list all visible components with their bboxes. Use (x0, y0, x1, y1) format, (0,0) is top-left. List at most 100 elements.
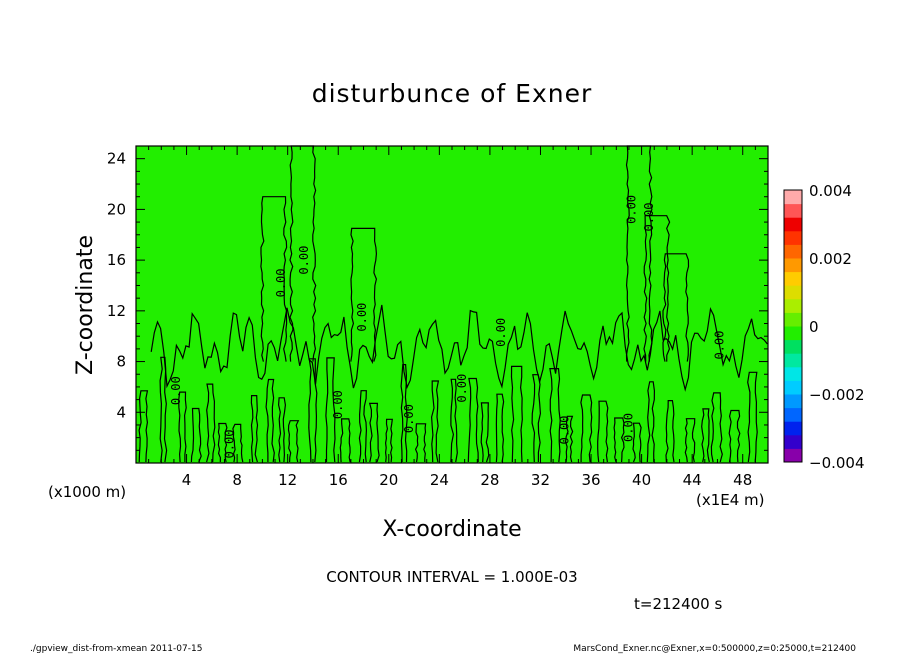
x-tick-label: 48 (733, 471, 752, 489)
contour-label: 0.00 (355, 303, 369, 332)
contour-label: 0.00 (624, 195, 638, 224)
contour-line (159, 356, 168, 463)
colorbar-band (784, 285, 802, 300)
contour-line (646, 381, 656, 463)
contour-interval-note: CONTOUR INTERVAL = 1.000E-03 (326, 568, 577, 586)
colorbar-tick-label: 0.002 (809, 250, 852, 268)
contour-label: 0.00 (331, 390, 345, 419)
colorbar-tick-label: −0.004 (809, 454, 865, 472)
contour-label: 0.00 (402, 404, 416, 433)
contour-line (701, 408, 710, 463)
colorbar-band (784, 394, 802, 409)
colorbar-tick-label: 0 (809, 318, 819, 336)
contour-label: 0.00 (222, 430, 236, 459)
colorbar-band (784, 380, 802, 395)
contour-line (308, 358, 318, 463)
contour-line (287, 420, 300, 463)
x-tick-label: 44 (683, 471, 702, 489)
colorbar-band (784, 407, 802, 422)
contour-line (384, 418, 393, 463)
y-tick-label: 8 (116, 353, 126, 371)
footer-left: ./gpview_dist-from-xmean 2011-07-15 (30, 644, 202, 654)
colorbar-ticks: 0.004 0.002 0 −0.002 −0.004 (809, 182, 865, 472)
contour-line (510, 365, 523, 463)
x-tick-label: 24 (430, 471, 449, 489)
contour-line (232, 423, 244, 463)
contour-line (190, 407, 202, 463)
colorbar-band (784, 434, 802, 449)
x-units-left: (x1000 m) (48, 483, 126, 501)
contour-label: 0.00 (557, 416, 571, 445)
contour-line (414, 423, 427, 463)
x-axis-label: X-coordinate (382, 517, 521, 542)
colorbar-band (784, 448, 802, 463)
contour-line (564, 415, 574, 463)
contour-line (265, 378, 275, 463)
contour-line (450, 378, 458, 463)
contour-line (277, 397, 287, 463)
contour-line (747, 371, 758, 463)
x-tick-label: 32 (531, 471, 550, 489)
contour-line (206, 383, 216, 463)
colorbar-band (784, 312, 802, 327)
contour-label: 0.00 (274, 268, 288, 297)
colorbar-frame (783, 189, 803, 463)
colorbar-band (784, 353, 802, 368)
contour-label: 0.00 (297, 246, 311, 275)
colorbar-band (784, 298, 802, 313)
plot-area: 0.00 0.00 0.00 0.00 0.00 0.00 0.00 0.00 0.00 0.00… (135, 145, 769, 464)
x-tick-label: 12 (278, 471, 297, 489)
contour-label: 0.00 (713, 331, 727, 360)
contour-line (597, 400, 609, 463)
contour-line (531, 374, 542, 463)
contour-line (643, 215, 671, 362)
contour-label: 0.00 (169, 376, 183, 405)
contour-line (467, 377, 479, 463)
colorbar-bands (784, 190, 802, 463)
colorbar-band (784, 217, 802, 232)
contour-line (400, 364, 408, 463)
contour-line (217, 422, 228, 463)
x-tick-label: 4 (182, 471, 192, 489)
contour-label: 0.00 (455, 374, 469, 403)
contour-line (368, 402, 380, 463)
colorbar-band (784, 244, 802, 259)
contour-line (430, 380, 440, 463)
contour-line (665, 400, 675, 463)
x-units-right: (x1E4 m) (696, 491, 765, 509)
x-tick-label: 28 (480, 471, 499, 489)
contour-line (613, 417, 625, 463)
y-tick-label: 20 (107, 200, 126, 218)
contour-lines (138, 145, 768, 463)
y-tick-label: 16 (107, 251, 126, 269)
colorbar-band (784, 190, 802, 205)
x-tick-label: 16 (329, 471, 348, 489)
x-axis-ticks: 4 8 12 16 20 24 28 32 36 40 44 48 (148, 146, 756, 489)
colorbar-band (784, 326, 802, 341)
contour-label: 0.00 (494, 318, 508, 347)
y-axis-ticks: 4 8 12 16 20 24 (107, 150, 768, 451)
contour-label: 0.00 (622, 413, 636, 442)
contour-line (260, 196, 288, 362)
x-tick-label: 20 (379, 471, 398, 489)
contour-line (178, 391, 187, 463)
contour-labels: 0.00 0.00 0.00 0.00 0.00 0.00 0.00 0.00 0.00 0.00… (169, 195, 727, 458)
contour-line (350, 227, 378, 362)
y-tick-label: 12 (107, 302, 126, 320)
colorbar-band (784, 366, 802, 381)
contour-line (250, 395, 259, 463)
contour-line (632, 422, 642, 463)
chart-title: disturbunce of Exner (312, 79, 593, 108)
contour-line (480, 402, 490, 463)
y-tick-label: 24 (107, 150, 126, 168)
x-tick-label: 8 (232, 471, 242, 489)
colorbar-band (784, 271, 802, 286)
x-tick-label: 40 (632, 471, 651, 489)
contour-line (358, 390, 368, 463)
colorbar-band (784, 421, 802, 436)
contour-label: 0.00 (642, 203, 656, 232)
contour-line (710, 392, 723, 463)
colorbar-band (784, 339, 802, 354)
colorbar-tick-label: 0.004 (809, 182, 852, 200)
